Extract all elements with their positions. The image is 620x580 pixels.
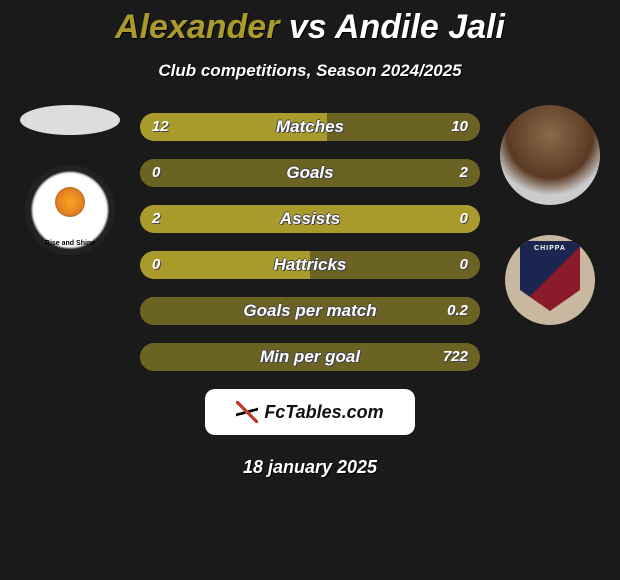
stat-bars: Matches1210Goals02Assists20Hattricks00Go…	[140, 113, 480, 371]
club-left-logo	[25, 165, 115, 255]
stat-label: Min per goal	[140, 343, 480, 371]
title-vs: vs	[279, 8, 334, 46]
stat-value-right: 2	[460, 159, 468, 187]
player-right-avatar	[500, 105, 600, 205]
stat-value-right: 722	[443, 343, 468, 371]
stat-row-goals-per-match: Goals per match0.2	[140, 297, 480, 325]
player-right-column	[490, 105, 610, 325]
stat-value-left: 12	[152, 113, 169, 141]
stat-row-matches: Matches12 10	[140, 113, 480, 141]
comparison-subtitle: Club competitions, Season 2024/2025	[0, 61, 620, 81]
comparison-title: Alexander vs Andile Jali	[0, 0, 620, 47]
title-player-right: Andile Jali	[335, 8, 505, 46]
stat-row-goals: Goals0 2	[140, 159, 480, 187]
stat-label: Assists	[140, 205, 480, 233]
stat-label: Goals per match	[140, 297, 480, 325]
stat-label: Matches	[140, 113, 480, 141]
stat-value-left: 2	[152, 205, 160, 233]
comparison-content: Matches1210Goals02Assists20Hattricks00Go…	[0, 113, 620, 478]
club-right-logo	[505, 235, 595, 325]
player-left-avatar	[20, 105, 120, 135]
stat-label: Goals	[140, 159, 480, 187]
stat-row-hattricks: Hattricks0 0	[140, 251, 480, 279]
stat-value-right: 0.2	[447, 297, 468, 325]
stat-label: Hattricks	[140, 251, 480, 279]
brand-text: FcTables.com	[264, 402, 383, 423]
stat-value-left: 0	[152, 251, 160, 279]
brand-badge: FcTables.com	[205, 389, 415, 435]
footer-date: 18 january 2025	[0, 457, 620, 478]
stat-value-left: 0	[152, 159, 160, 187]
stat-row-assists: Assists2 0	[140, 205, 480, 233]
stat-value-right: 10	[451, 113, 468, 141]
player-left-column	[10, 105, 130, 255]
brand-icon	[236, 401, 258, 423]
title-player-left: Alexander	[115, 8, 279, 46]
stat-value-right: 0	[460, 205, 468, 233]
stat-value-right: 0	[460, 251, 468, 279]
stat-row-min-per-goal: Min per goal722	[140, 343, 480, 371]
